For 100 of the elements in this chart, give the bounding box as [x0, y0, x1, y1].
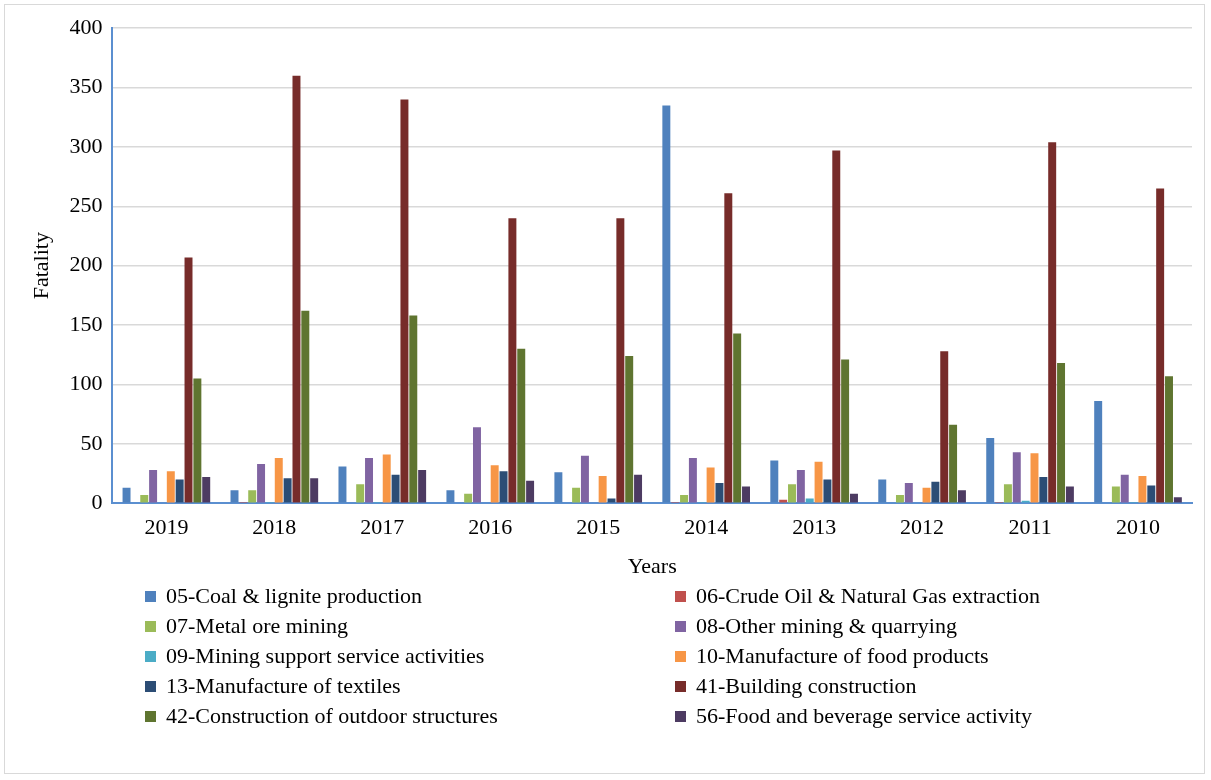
bar	[283, 478, 292, 503]
bar	[248, 490, 257, 503]
bar	[580, 455, 589, 503]
x-tick-label: 2013	[792, 514, 837, 540]
bar	[1156, 188, 1165, 503]
legend-label: 13-Manufacture of textiles	[166, 673, 401, 699]
bar	[1111, 486, 1120, 503]
bar	[446, 490, 455, 503]
x-tick-label: 2017	[360, 514, 405, 540]
bar	[1057, 363, 1066, 503]
bar	[508, 218, 517, 503]
legend-label: 42-Construction of outdoor structures	[166, 703, 498, 729]
bar	[986, 437, 995, 503]
bar	[1173, 497, 1182, 503]
bar	[895, 494, 904, 503]
bar	[1094, 401, 1103, 503]
bar	[122, 487, 131, 503]
legend-label: 05-Coal & lignite production	[166, 583, 423, 609]
bar	[940, 351, 949, 503]
bar	[878, 479, 887, 503]
bar	[706, 467, 715, 503]
x-tick-label: 2014	[684, 514, 729, 540]
bar	[499, 471, 508, 503]
bar	[1065, 486, 1074, 503]
legend-label: 06-Crude Oil & Natural Gas extraction	[696, 583, 1040, 609]
y-tick-label: 300	[69, 132, 103, 158]
x-axis-title: Years	[627, 552, 677, 578]
bar	[1165, 376, 1173, 503]
bar	[814, 461, 823, 503]
y-axis-title: Fatality	[27, 232, 53, 300]
bar	[365, 458, 374, 503]
bar	[598, 475, 607, 503]
bar	[356, 484, 365, 503]
bar	[634, 474, 643, 503]
bar	[680, 494, 689, 503]
bar	[391, 474, 400, 503]
bar	[140, 494, 149, 503]
bar	[823, 479, 832, 503]
bar	[931, 481, 940, 503]
legend-label: 07-Metal ore mining	[166, 613, 349, 639]
bar	[1147, 485, 1156, 503]
bar	[175, 479, 184, 503]
bar	[688, 458, 697, 503]
bar	[554, 472, 563, 503]
x-tick-label: 2012	[900, 514, 945, 540]
bar	[904, 483, 913, 503]
bar	[400, 99, 409, 503]
bar	[193, 378, 202, 503]
bar	[957, 490, 966, 503]
bar	[616, 218, 625, 503]
legend-label: 41-Building construction	[696, 673, 917, 699]
bar	[788, 484, 796, 503]
bar	[922, 487, 931, 503]
y-tick-label: 350	[69, 73, 103, 99]
bar	[742, 486, 750, 503]
bar	[733, 333, 742, 503]
bar	[572, 487, 581, 503]
bar	[338, 466, 347, 503]
bar	[1048, 142, 1057, 503]
legend-label: 10-Manufacture of food products	[696, 643, 989, 669]
bar	[805, 498, 814, 503]
bar	[310, 478, 319, 503]
bar	[202, 477, 211, 503]
y-tick-label: 400	[69, 13, 103, 39]
bar	[625, 355, 634, 503]
bar	[166, 471, 175, 503]
bar	[1012, 452, 1021, 503]
y-tick-label: 250	[69, 192, 103, 218]
y-tick-label: 200	[69, 251, 103, 277]
bar	[841, 359, 850, 503]
bar	[796, 469, 805, 503]
bar	[832, 150, 841, 503]
bar	[770, 460, 779, 503]
bar	[517, 348, 526, 503]
bar	[301, 310, 310, 503]
x-tick-label: 2011	[1008, 514, 1052, 540]
x-tick-label: 2019	[144, 514, 189, 540]
y-tick-label: 150	[69, 310, 103, 336]
bar	[526, 480, 535, 503]
bar	[257, 464, 266, 503]
bar	[274, 458, 283, 503]
legend-label: 56-Food and beverage service activity	[696, 703, 1032, 729]
x-tick-label: 2010	[1116, 514, 1161, 540]
bar	[1039, 477, 1048, 503]
y-tick-label: 100	[69, 370, 103, 396]
y-tick-label: 50	[80, 429, 103, 455]
bar	[1138, 475, 1147, 503]
bar	[662, 105, 671, 503]
bar	[715, 483, 724, 503]
x-tick-label: 2015	[576, 514, 621, 540]
bar	[409, 315, 418, 503]
x-tick-label: 2016	[468, 514, 513, 540]
bar	[382, 454, 391, 503]
bar	[473, 427, 481, 503]
bar	[149, 469, 158, 503]
bar	[464, 493, 473, 503]
legend-label: 09-Mining support service activities	[166, 643, 485, 669]
x-tick-label: 2018	[252, 514, 297, 540]
bar	[292, 75, 301, 503]
bar	[418, 469, 427, 503]
